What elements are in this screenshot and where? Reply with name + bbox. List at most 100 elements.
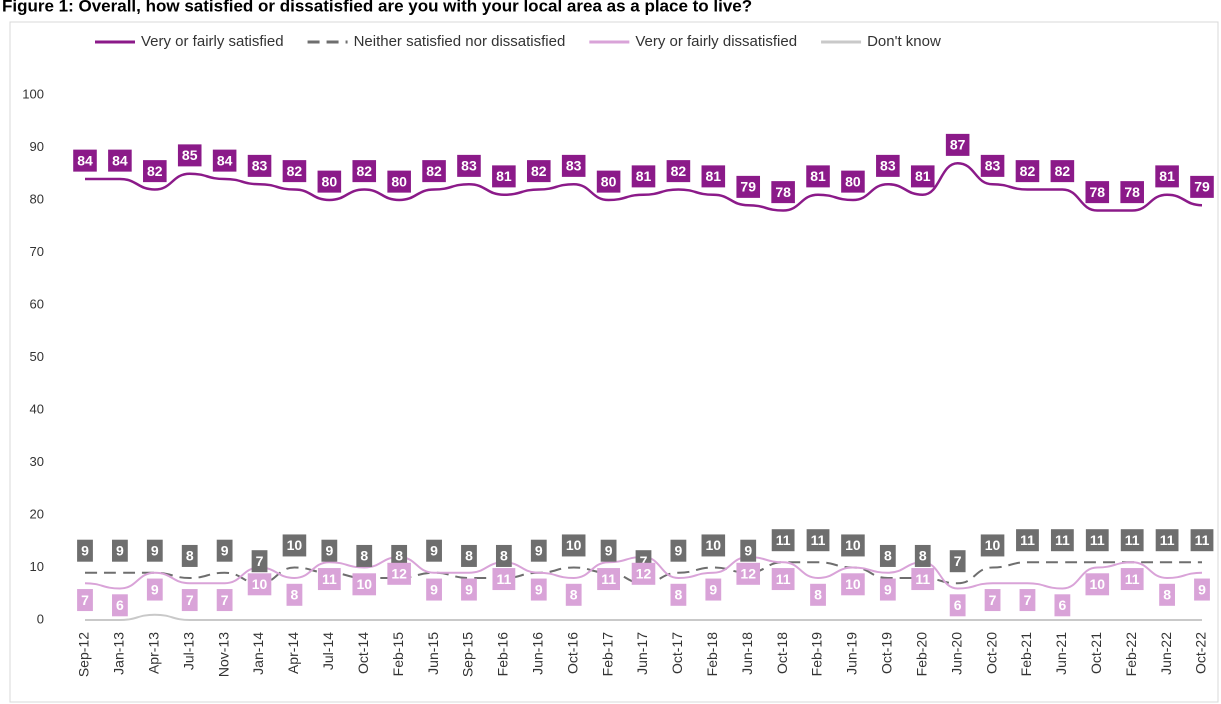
data-label: 84: [212, 149, 237, 172]
data-label-box: [492, 165, 516, 188]
data-label: 81: [701, 165, 726, 188]
data-label-text: 84: [217, 152, 233, 168]
data-label-text: 9: [221, 542, 229, 558]
data-label-box: [666, 160, 691, 183]
data-label-text: 10: [845, 576, 861, 592]
chart-title: Figure 1: Overall, how satisfied or diss…: [2, 0, 752, 15]
data-label-text: 9: [116, 542, 124, 558]
data-label: 11: [806, 529, 830, 552]
data-label-box: [879, 578, 896, 601]
data-label-text: 8: [291, 587, 299, 603]
x-tick-label: Jun-22: [1158, 632, 1174, 675]
data-label-text: 82: [287, 163, 303, 179]
data-label: 7: [251, 550, 268, 573]
data-label-text: 11: [915, 571, 930, 587]
data-label-box: [705, 578, 722, 601]
data-label: 10: [701, 534, 726, 557]
data-label-text: 8: [186, 548, 194, 564]
data-label-box: [1155, 529, 1179, 552]
data-label-box: [177, 144, 202, 167]
y-tick-label: 40: [30, 401, 44, 416]
data-label-box: [806, 165, 830, 188]
data-label-text: 11: [1020, 532, 1035, 548]
data-label-box: [596, 170, 621, 193]
data-label-box: [810, 583, 826, 606]
data-label-text: 79: [740, 179, 756, 195]
data-label: 85: [177, 144, 202, 167]
x-tick-label: Feb-22: [1123, 632, 1139, 677]
data-label-box: [910, 165, 935, 188]
data-label-text: 80: [845, 173, 861, 189]
data-label: 8: [356, 544, 373, 567]
data-label-box: [911, 568, 935, 591]
data-label-box: [1120, 529, 1144, 552]
data-label: 81: [631, 165, 656, 188]
data-label: 10: [841, 534, 865, 557]
data-label-box: [73, 149, 97, 172]
data-label-text: 10: [252, 576, 268, 592]
data-label-text: 12: [391, 566, 407, 582]
data-label-box: [108, 149, 132, 172]
data-label: 78: [1120, 181, 1144, 204]
x-tick-label: Feb-20: [913, 632, 929, 677]
data-label-text: 78: [775, 184, 791, 200]
data-label-box: [422, 160, 446, 183]
data-label-box: [771, 568, 795, 591]
data-label-text: 11: [322, 571, 337, 587]
x-tick-label: Feb-21: [1018, 632, 1034, 677]
data-label-text: 10: [287, 537, 303, 553]
data-label-text: 11: [601, 571, 616, 587]
data-label: 11: [911, 568, 935, 591]
data-label-box: [181, 589, 198, 612]
data-label-text: 8: [675, 587, 683, 603]
data-label: 10: [352, 573, 377, 596]
data-label: 79: [736, 175, 761, 198]
data-label: 10: [1085, 573, 1110, 596]
data-label: 87: [945, 133, 970, 156]
data-label-box: [701, 534, 726, 557]
x-tick-label: Feb-16: [495, 632, 511, 677]
data-label-box: [841, 170, 865, 193]
data-label: 7: [949, 550, 966, 573]
data-label-box: [112, 539, 128, 562]
data-label-text: 85: [182, 147, 198, 163]
data-label-box: [945, 133, 970, 156]
data-label-box: [181, 544, 198, 567]
data-label-text: 8: [465, 548, 473, 564]
data-label: 82: [422, 160, 446, 183]
data-label-text: 9: [535, 542, 543, 558]
data-label-box: [146, 578, 163, 601]
data-label-box: [1120, 181, 1144, 204]
data-label-box: [251, 550, 268, 573]
x-tick-label: Oct-16: [564, 632, 580, 674]
data-label-box: [701, 165, 726, 188]
data-label: 9: [600, 539, 617, 562]
x-tick-label: Jun-21: [1053, 632, 1069, 675]
data-label-box: [426, 539, 442, 562]
data-label-box: [597, 568, 620, 591]
data-label: 9: [530, 578, 547, 601]
data-label: 11: [771, 529, 795, 552]
data-label-box: [914, 544, 931, 567]
data-label: 10: [841, 573, 865, 596]
x-tick-label: Jan-13: [111, 632, 127, 675]
y-tick-label: 70: [30, 244, 44, 259]
data-label-box: [282, 160, 307, 183]
data-label: 9: [426, 578, 442, 601]
data-label-text: 87: [950, 137, 966, 153]
data-label-box: [391, 544, 408, 567]
data-label-box: [879, 544, 896, 567]
data-label-text: 9: [430, 581, 438, 597]
data-label: 12: [631, 562, 656, 585]
data-label-box: [321, 539, 338, 562]
data-label-box: [492, 568, 516, 591]
x-tick-label: Oct-14: [355, 632, 371, 674]
data-label-text: 11: [1160, 532, 1175, 548]
data-label: 82: [666, 160, 691, 183]
data-label-box: [1085, 181, 1110, 204]
data-label-text: 82: [671, 163, 687, 179]
data-label-text: 81: [1159, 168, 1175, 184]
data-label-box: [317, 568, 341, 591]
data-label: 78: [1085, 181, 1110, 204]
